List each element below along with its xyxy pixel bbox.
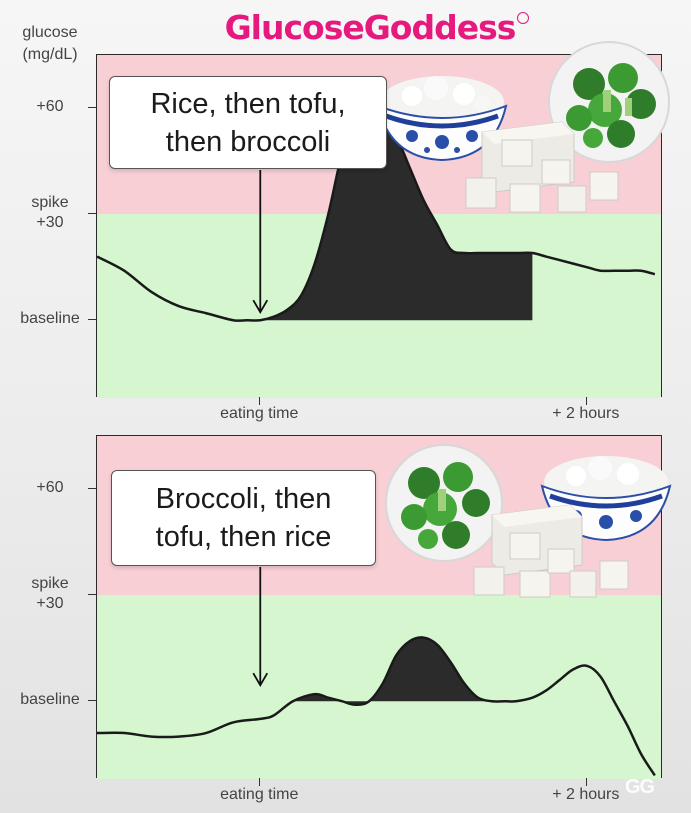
rice-bowl-icon xyxy=(376,76,508,162)
callout-line-1: Rice, then tofu, xyxy=(150,87,346,120)
callout-line-2: then broccoli xyxy=(165,125,331,158)
y-tick-label: baseline xyxy=(20,691,80,709)
arrow-head-icon xyxy=(252,299,269,314)
y-tick-label: +60 xyxy=(36,98,64,116)
y-tick-label: spike +30 xyxy=(31,194,69,232)
x-tick xyxy=(259,778,261,786)
callout-order-2: Broccoli, then tofu, then rice xyxy=(111,470,376,566)
y-tick xyxy=(88,700,96,702)
y-tick-label: +60 xyxy=(36,479,64,497)
rice-bowl-icon xyxy=(540,456,672,542)
y-axis-title-line-1: glucose xyxy=(22,24,78,41)
x-tick-label: + 2 hours xyxy=(552,786,620,803)
glucose-curve-plot xyxy=(97,106,656,322)
normal-zone xyxy=(97,595,661,779)
spike-area xyxy=(260,108,533,321)
callout-order-1: Rice, then tofu, then broccoli xyxy=(109,76,387,169)
y-tick-label: baseline xyxy=(20,310,80,328)
y-tick-label: spike +30 xyxy=(31,575,69,613)
tofu-icon xyxy=(465,121,619,213)
callout-line-2: tofu, then rice xyxy=(155,521,332,553)
x-tick-label: + 2 hours xyxy=(552,405,620,422)
x-tick-label: eating time xyxy=(220,405,299,422)
arrow-head-icon xyxy=(252,672,269,687)
x-tick xyxy=(585,397,587,405)
callout-line-1: Broccoli, then xyxy=(155,483,332,515)
glucose-curve xyxy=(97,636,656,777)
y-tick xyxy=(88,107,96,109)
y-axis-title: glucose (mg/dL) xyxy=(10,22,90,66)
gg-watermark: GG xyxy=(625,776,655,798)
x-tick xyxy=(259,397,261,405)
x-tick-label: eating time xyxy=(220,786,299,803)
spike-area xyxy=(292,637,517,705)
broccoli-bowl-icon xyxy=(548,41,670,163)
heart-icon xyxy=(517,12,529,24)
glucose-curve-plot xyxy=(97,567,656,777)
y-tick xyxy=(88,488,96,490)
tofu-icon xyxy=(473,504,629,598)
brand-logo: GlucoseGoddess xyxy=(224,8,517,47)
y-tick xyxy=(88,213,96,215)
y-axis-title-line-2: (mg/dL) xyxy=(22,46,78,63)
broccoli-bowl-icon xyxy=(385,444,503,562)
x-tick xyxy=(585,778,587,786)
glucose-curve xyxy=(97,106,656,322)
y-tick xyxy=(88,594,96,596)
y-tick xyxy=(88,319,96,321)
